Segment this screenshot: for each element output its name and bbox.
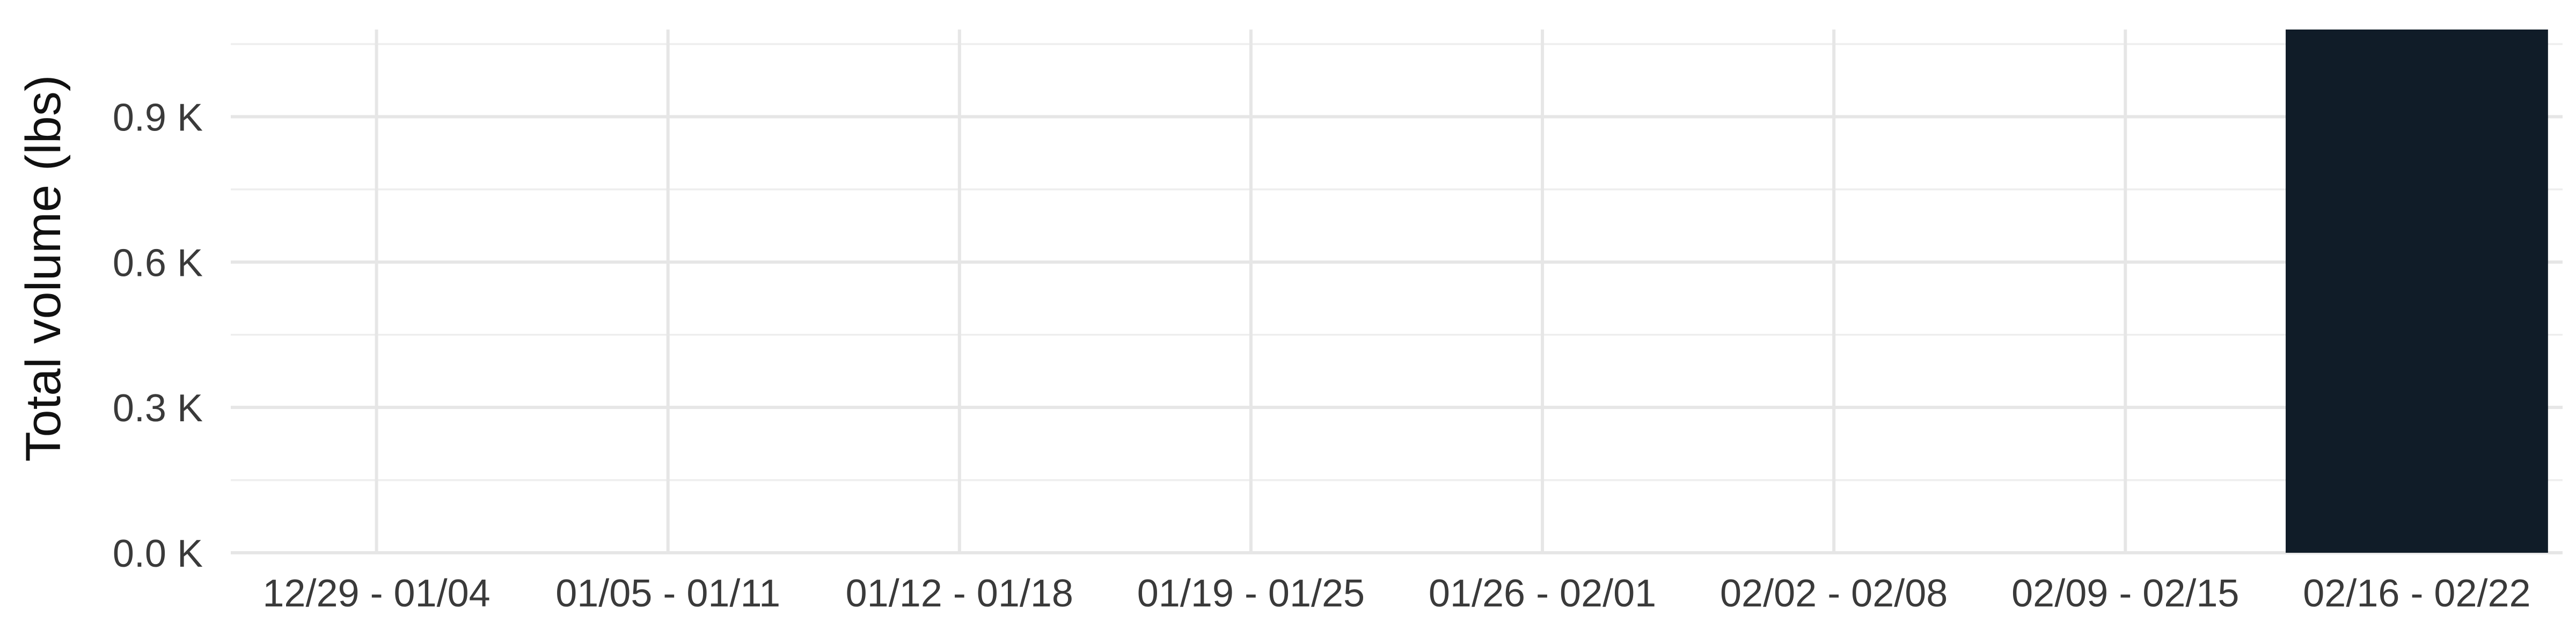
x-tick-label-7: 02/16 - 02/22 — [2303, 572, 2530, 615]
y-tick-label-2: 0.6 K — [113, 241, 203, 284]
x-tick-label-0: 12/29 - 01/04 — [262, 572, 490, 615]
x-tick-label-1: 01/05 - 01/11 — [555, 572, 780, 615]
x-axis-tick-labels: 12/29 - 01/04 01/05 - 01/11 01/12 - 01/18 0… — [262, 572, 2530, 615]
x-tick-label-6: 02/09 - 02/15 — [2011, 572, 2239, 615]
y-axis-title: Total volume (lbs) — [16, 75, 71, 462]
y-axis-tick-labels: 0.0 K 0.3 K 0.6 K 0.9 K — [113, 97, 203, 576]
bar-7 — [2286, 30, 2548, 553]
bars — [2286, 30, 2548, 553]
y-tick-label-3: 0.9 K — [113, 97, 203, 140]
x-tick-label-5: 02/02 - 02/08 — [1720, 572, 1948, 615]
x-tick-label-4: 01/26 - 02/01 — [1429, 572, 1656, 615]
y-tick-label-0: 0.0 K — [113, 532, 203, 575]
x-tick-label-2: 01/12 - 01/18 — [846, 572, 1073, 615]
x-tick-label-3: 01/19 - 01/25 — [1137, 572, 1365, 615]
y-tick-label-1: 0.3 K — [113, 387, 203, 430]
major-gridlines — [231, 30, 2563, 554]
minor-gridlines — [231, 43, 2563, 481]
